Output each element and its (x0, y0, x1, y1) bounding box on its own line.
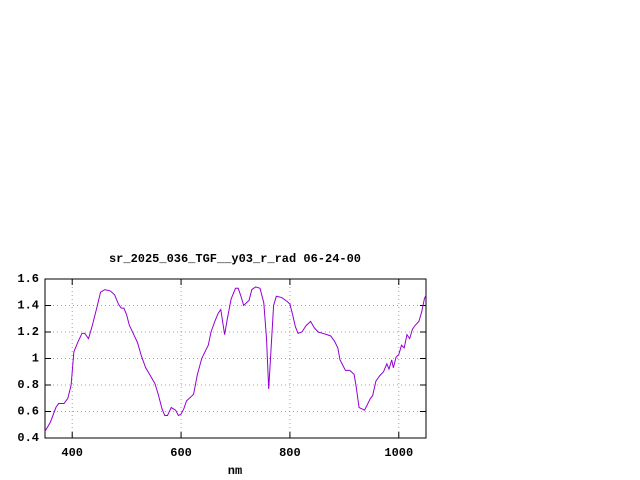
x-axis-label: nm (228, 464, 242, 478)
plot-border (44, 278, 427, 439)
y-tick-label: 1.2 (17, 325, 39, 339)
x-tick-label: 1000 (384, 446, 413, 460)
x-tick-label: 800 (279, 446, 301, 460)
y-tick-label: 0.4 (17, 431, 39, 445)
x-tick-label: 400 (61, 446, 83, 460)
y-tick-label: 1 (32, 352, 39, 366)
y-tick-label: 0.6 (17, 405, 39, 419)
y-tick-label: 1.4 (17, 299, 39, 313)
data-line (44, 286, 427, 432)
x-tick-label: 600 (170, 446, 192, 460)
chart-title: sr_2025_036_TGF__y03_r_rad 06-24-00 (109, 252, 361, 266)
y-tick-label: 0.8 (17, 378, 39, 392)
y-tick-label: 1.6 (17, 272, 39, 286)
